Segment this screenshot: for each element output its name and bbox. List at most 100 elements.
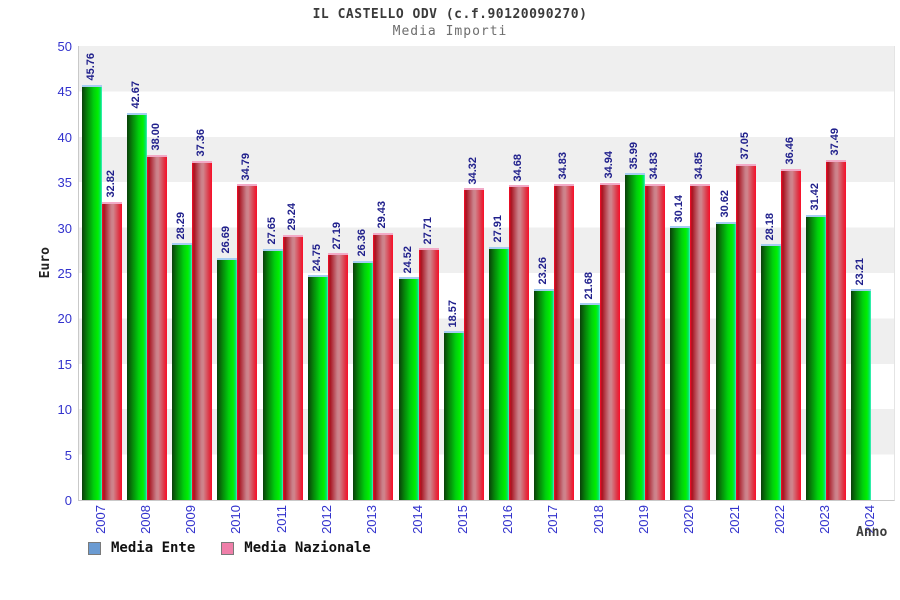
bar-media-nazionale (599, 182, 620, 500)
x-tick-label: 2015 (454, 505, 470, 534)
x-tick-label: 2018 (590, 505, 606, 534)
bar-media-ente (489, 246, 510, 500)
value-label: 36.46 (783, 137, 796, 165)
y-tick-label: 40 (57, 129, 72, 145)
legend-item-media-nazionale: Media Nazionale (221, 540, 371, 556)
bar-media-ente (262, 248, 283, 500)
bar-media-nazionale (554, 183, 575, 500)
x-tick-label: 2019 (635, 505, 651, 534)
bar-media-ente (126, 112, 147, 500)
bar-media-ente (172, 243, 193, 500)
value-label: 30.14 (673, 194, 686, 223)
bar-media-ente (624, 173, 645, 500)
value-label: 34.85 (693, 152, 706, 180)
value-label: 23.21 (854, 257, 867, 286)
x-tick-label: 2008 (137, 505, 153, 534)
value-label: 21.68 (582, 271, 595, 300)
x-tick-label: 2020 (681, 505, 697, 534)
value-label: 32.82 (104, 170, 117, 198)
value-label: 29.24 (285, 202, 298, 231)
bar-media-ente (443, 331, 464, 500)
y-tick-label: 30 (57, 220, 72, 236)
bar-media-nazionale (282, 234, 303, 500)
value-label: 30.62 (718, 190, 731, 218)
value-label: 31.42 (809, 183, 822, 211)
legend-label: Media Nazionale (244, 540, 371, 556)
bar-media-nazionale (780, 168, 801, 500)
x-axis-title: Anno (856, 525, 888, 540)
x-tick-label: 2022 (771, 505, 787, 534)
value-label: 27.71 (421, 216, 434, 245)
bar-media-nazionale (463, 188, 484, 500)
y-axis-title: Euro (38, 247, 53, 279)
bar-media-ente (534, 288, 555, 500)
bar-media-nazionale (373, 232, 394, 500)
value-label: 34.79 (240, 152, 253, 181)
x-tick-label: 2009 (183, 505, 199, 534)
y-axis-labels: 0 5 10 15 20 25 30 35 40 45 50 (0, 39, 72, 508)
bar-media-nazionale (328, 253, 349, 500)
x-tick-label: 2014 (409, 505, 425, 534)
value-label: 34.68 (512, 153, 525, 182)
y-tick-label: 15 (57, 356, 72, 372)
value-label: 27.19 (331, 221, 344, 250)
value-label: 28.29 (175, 211, 188, 240)
value-label: 23.26 (537, 257, 550, 285)
bar-media-ente (670, 226, 691, 500)
bar-media-ente (81, 84, 102, 500)
x-tick-label: 2023 (817, 505, 833, 534)
value-label: 18.57 (446, 299, 459, 328)
value-label: 24.75 (311, 243, 324, 272)
value-label: 27.65 (265, 217, 278, 245)
bar-media-nazionale (735, 163, 756, 500)
x-tick-label: 2011 (273, 505, 289, 533)
value-label: 34.83 (647, 152, 660, 180)
bar-media-ente (353, 260, 374, 500)
y-tick-label: 0 (64, 493, 72, 508)
x-tick-label: 2007 (92, 505, 108, 534)
value-label: 35.99 (627, 141, 640, 170)
y-tick-label: 20 (57, 311, 72, 327)
bar-media-nazionale (146, 154, 167, 500)
bar-media-ente (579, 303, 600, 500)
bar-media-ente (398, 277, 419, 500)
x-tick-label: 2013 (364, 505, 380, 534)
value-label: 37.36 (195, 129, 208, 157)
value-label: 24.52 (401, 245, 414, 274)
value-label: 29.43 (376, 201, 389, 229)
value-label: 38.00 (149, 123, 162, 151)
media-nazionale-swatch-icon (221, 541, 235, 555)
bar-media-nazionale (509, 185, 530, 500)
y-tick-label: 50 (57, 39, 72, 54)
legend-label: Media Ente (111, 540, 196, 556)
bar-media-nazionale (237, 184, 258, 500)
chart-subtitle: Media Importi (392, 24, 508, 39)
bar-media-nazionale (192, 160, 213, 500)
bar-media-nazionale (644, 183, 665, 500)
legend-item-media-ente: Media Ente (88, 540, 195, 556)
y-tick-label: 35 (57, 175, 72, 191)
value-label: 34.94 (602, 151, 615, 179)
legend: Media Ente Media Nazionale (88, 540, 371, 556)
value-label: 27.91 (492, 215, 505, 243)
y-tick-label: 25 (57, 266, 72, 281)
value-label: 37.05 (738, 132, 751, 160)
bar-media-nazionale (690, 183, 711, 500)
x-tick-label: 2012 (319, 505, 335, 534)
value-label: 45.76 (84, 52, 97, 81)
y-tick-label: 5 (64, 447, 72, 463)
bar-media-nazionale (418, 248, 439, 500)
x-tick-label: 2021 (726, 505, 742, 534)
value-label: 26.69 (220, 226, 233, 254)
value-label: 34.83 (557, 152, 570, 180)
bar-media-ente (760, 244, 781, 500)
y-tick-label: 10 (57, 402, 72, 418)
bar-media-ente (715, 221, 736, 500)
bar-media-nazionale (101, 202, 122, 500)
x-tick-label: 2010 (228, 505, 244, 534)
plot-area: 45.76 32.82 42.67 38.00 28.29 37.36 26.69 34.79… (78, 46, 895, 501)
x-tick-label: 2016 (500, 505, 516, 534)
value-label: 42.67 (129, 81, 142, 109)
x-tick-label: 2017 (545, 505, 561, 534)
